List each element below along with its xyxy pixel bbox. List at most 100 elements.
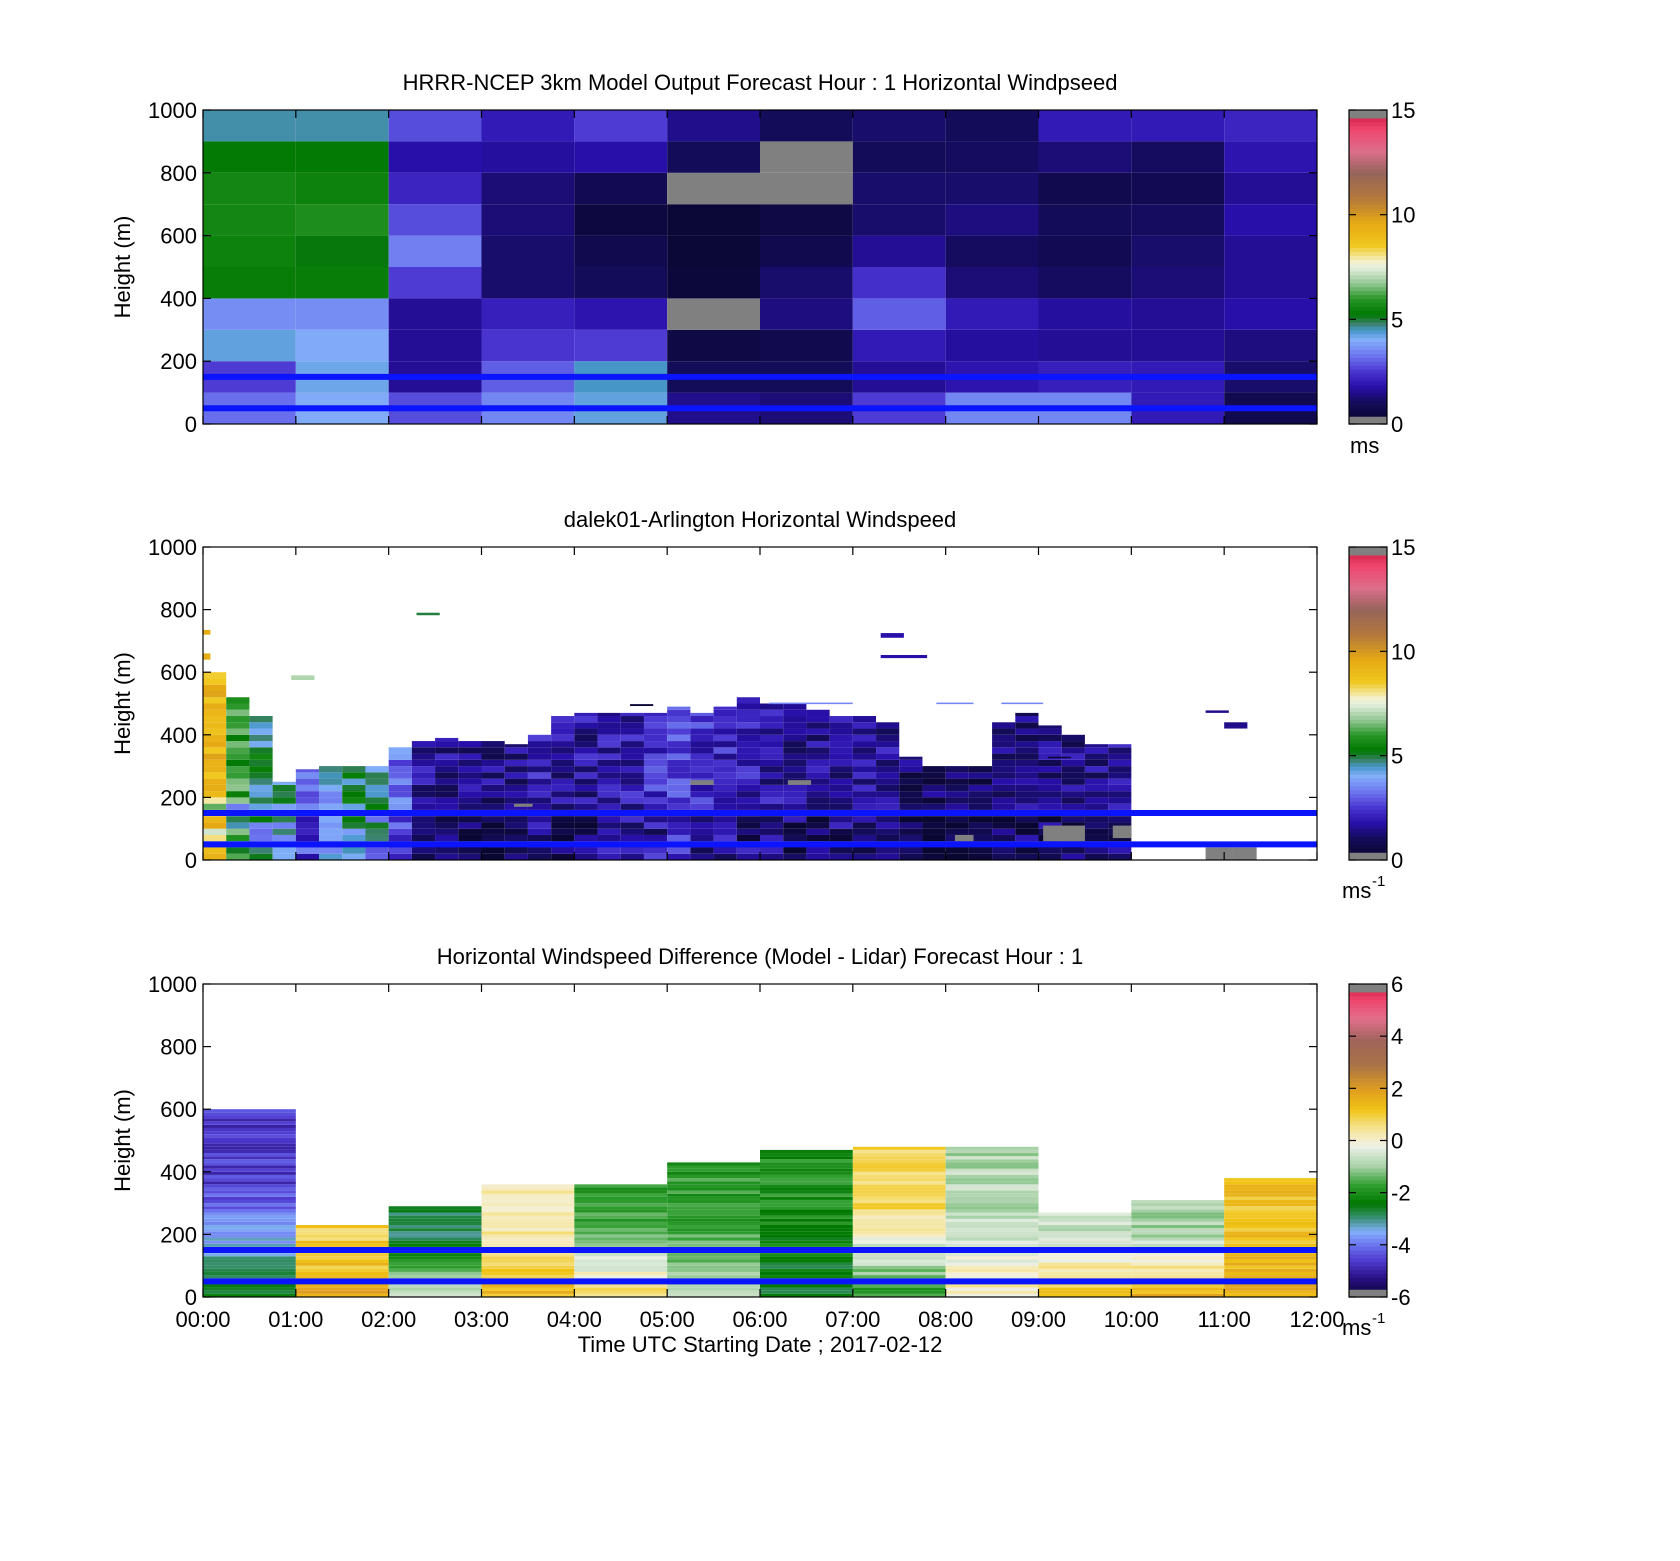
colorbar-segment xyxy=(1349,691,1387,697)
heatmap-cell xyxy=(760,709,784,717)
heatmap-cell xyxy=(852,1221,946,1226)
heatmap-cell xyxy=(295,1253,389,1257)
heatmap-cell xyxy=(388,1234,482,1238)
heatmap-cell xyxy=(203,1137,296,1141)
heatmap-cell xyxy=(203,1271,296,1276)
heatmap-cell xyxy=(203,690,227,698)
colorbar-segment xyxy=(1349,1207,1387,1212)
colorbar-segment xyxy=(1349,255,1387,260)
heatmap-cell xyxy=(203,1215,296,1219)
heatmap-cell xyxy=(597,759,621,767)
heatmap-cell xyxy=(1224,1293,1317,1297)
heatmap-cell xyxy=(272,791,296,798)
heatmap-cell xyxy=(203,1165,296,1169)
heatmap-cell xyxy=(481,1287,575,1291)
colorbar-segment xyxy=(1349,999,1387,1005)
heatmap-cell xyxy=(783,784,807,792)
heatmap-cell xyxy=(458,822,482,829)
heatmap-cell xyxy=(1108,778,1132,785)
heatmap-cell xyxy=(806,828,830,835)
heatmap-cell xyxy=(736,709,760,717)
colorbar-segment xyxy=(1349,1187,1387,1192)
heatmap-cell xyxy=(760,1293,853,1297)
heatmap-cell xyxy=(435,828,459,835)
colorbar-segment xyxy=(1349,212,1387,217)
heatmap-cell xyxy=(667,853,691,860)
colorbar-segment xyxy=(1349,1281,1387,1286)
heatmap-cell xyxy=(1038,847,1062,854)
heatmap-cell xyxy=(481,834,505,842)
heatmap-cell xyxy=(945,1253,1039,1257)
heatmap-cell xyxy=(249,791,273,798)
heatmap-cell xyxy=(388,1221,482,1226)
heatmap-cell xyxy=(945,1212,1039,1216)
colorbar-segment xyxy=(1349,1265,1387,1271)
colorbar-segment xyxy=(1349,711,1387,716)
colorbar-segment xyxy=(1349,1046,1387,1052)
heatmap-cell xyxy=(1015,766,1039,773)
heatmap-cell xyxy=(852,741,877,748)
heatmap-cell xyxy=(458,791,482,798)
heatmap-cell xyxy=(481,853,505,860)
heatmap-cell xyxy=(667,1293,760,1297)
heatmap-cell xyxy=(1015,712,1039,717)
heatmap-cell xyxy=(899,822,923,829)
colorbar-segment xyxy=(1349,1097,1387,1102)
heatmap-cell xyxy=(388,1225,482,1229)
heatmap-cell xyxy=(1108,744,1132,748)
colorbar-segment xyxy=(1349,176,1387,182)
colorbar-segment xyxy=(1349,274,1387,280)
colorbar-segment xyxy=(1349,703,1387,709)
heatmap-cell xyxy=(272,828,296,835)
heatmap-cell xyxy=(899,834,923,842)
heatmap-cell xyxy=(272,834,296,842)
colorbar-segment xyxy=(1349,392,1387,398)
heatmap-cell xyxy=(249,784,273,792)
heatmap-cell xyxy=(760,110,853,142)
heatmap-cell xyxy=(574,1206,668,1210)
colorbar-segment xyxy=(1349,1148,1387,1153)
heatmap-cell xyxy=(806,741,830,748)
heatmap-cell xyxy=(829,784,853,792)
heatmap-cell xyxy=(829,816,853,823)
heatmap-cell xyxy=(713,803,737,810)
heatmap-cell xyxy=(551,766,575,773)
heatmap-cell xyxy=(481,1196,575,1200)
x-tick-label: 12:00 xyxy=(1289,1307,1344,1332)
colorbar-segment xyxy=(1349,1007,1387,1012)
heatmap-cell xyxy=(319,791,343,798)
heatmap-cell xyxy=(1131,1218,1225,1222)
heatmap-cell xyxy=(945,1218,1039,1222)
heatmap-cell xyxy=(481,1234,575,1238)
heatmap-cell xyxy=(736,716,760,723)
heatmap-cell xyxy=(527,753,552,760)
heatmap-cell xyxy=(388,822,412,829)
heatmap-cell xyxy=(504,816,528,823)
heatmap-cell xyxy=(295,329,389,362)
heatmap-cell xyxy=(787,780,812,785)
heatmap-cell xyxy=(667,828,691,835)
heatmap-cell xyxy=(295,1262,389,1266)
colorbar-segment xyxy=(1349,125,1387,131)
heatmap-cell xyxy=(1224,1187,1317,1191)
heatmap-cell xyxy=(829,766,853,773)
heatmap-cell xyxy=(620,828,644,835)
heatmap-cell xyxy=(806,784,830,792)
colorbar-segment xyxy=(1349,1195,1387,1200)
heatmap-cell xyxy=(481,298,575,330)
heatmap-cell xyxy=(551,803,575,810)
colorbar-segment xyxy=(1349,1073,1387,1079)
colorbar-segment xyxy=(1349,984,1387,989)
heatmap-cell xyxy=(667,1234,760,1238)
heatmap-cell xyxy=(597,803,621,810)
heatmap-cell xyxy=(388,1206,482,1210)
heatmap-cell xyxy=(876,828,900,835)
colorbar-tick-label: -2 xyxy=(1391,1181,1411,1206)
heatmap-cell xyxy=(1061,778,1085,785)
heatmap-cell xyxy=(852,803,877,810)
heatmap-cell xyxy=(1038,235,1132,267)
colorbar-segment xyxy=(1349,1222,1387,1228)
panel-windspeed-difference: Horizontal Windspeed Difference (Model -… xyxy=(110,944,1411,1357)
heatmap-cell xyxy=(736,766,760,773)
